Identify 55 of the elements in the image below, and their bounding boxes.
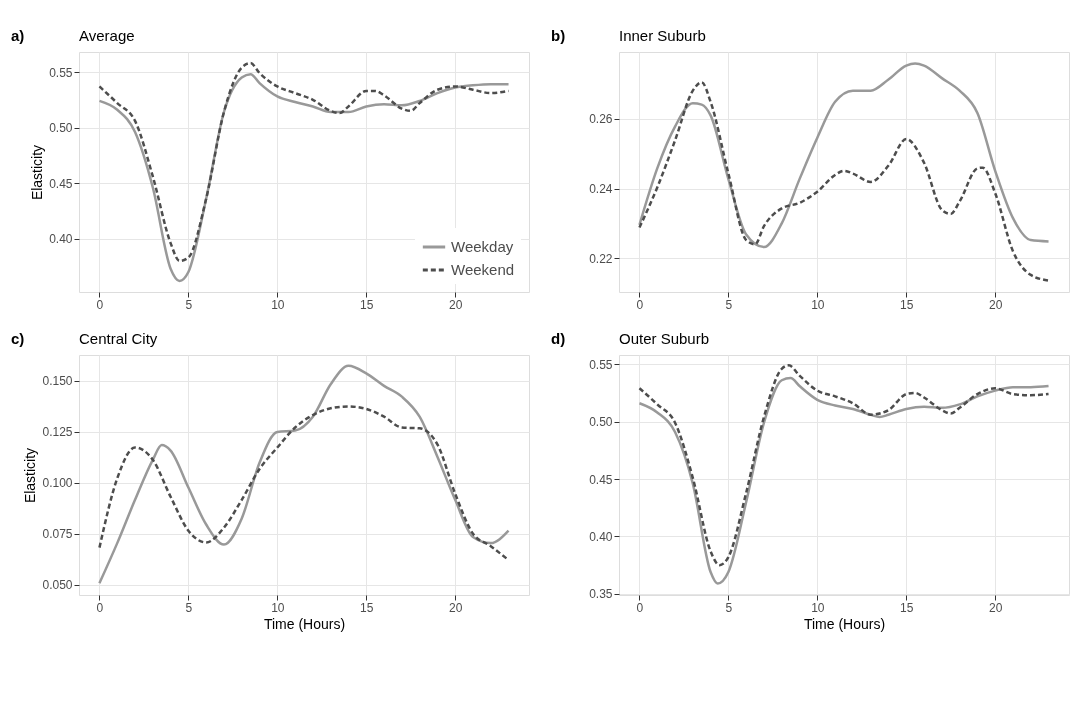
x-tick-label: 5 [725, 297, 733, 312]
x-tick-label: 15 [900, 600, 914, 615]
y-tick-label: 0.050 [42, 578, 73, 593]
x-tick-label: 20 [449, 600, 463, 615]
y-tick-label: 0.50 [589, 415, 613, 430]
x-tick-label: 10 [271, 297, 285, 312]
legend-label: Weekend [451, 261, 515, 278]
x-tick-label: 0 [636, 297, 644, 312]
y-tick-label: 0.55 [589, 357, 613, 372]
y-tick-label: 0.26 [589, 112, 613, 127]
y-axis-title: Elasticity [29, 144, 46, 201]
text: d) [551, 330, 566, 347]
x-tick-label: 0 [96, 297, 104, 312]
y-tick-label: 0.22 [589, 251, 613, 266]
legend-label: Weekday [451, 238, 514, 255]
x-axis-title: Time (Hours) [803, 615, 886, 632]
x-tick-label: 15 [360, 297, 374, 312]
x-tick-label: 0 [96, 600, 104, 615]
line-series [638, 62, 1050, 249]
x-tick-label: 10 [811, 297, 825, 312]
y-tick-label: 0.55 [49, 65, 73, 80]
text: b) [551, 27, 566, 44]
chart-title: Average [79, 27, 135, 44]
line-series [98, 405, 510, 562]
y-tick-label: 0.35 [589, 587, 613, 602]
x-tick-label: 10 [271, 600, 285, 615]
x-tick-label: 15 [900, 297, 914, 312]
line-series [98, 364, 510, 585]
y-tick-label: 0.50 [49, 121, 73, 136]
x-tick-label: 20 [449, 297, 463, 312]
y-tick-label: 0.24 [589, 182, 613, 197]
chart-title: Central City [79, 330, 158, 347]
y-tick-label: 0.100 [42, 476, 73, 491]
x-tick-label: 20 [989, 297, 1003, 312]
line-series [638, 81, 1050, 282]
y-axis-title: Elasticity [22, 447, 39, 504]
y-tick-label: 0.40 [49, 232, 73, 247]
y-tick-label: 0.45 [589, 472, 613, 487]
x-tick-label: 20 [989, 600, 1003, 615]
x-tick-label: 5 [185, 600, 193, 615]
x-tick-label: 15 [360, 600, 374, 615]
y-tick-label: 0.40 [589, 529, 613, 544]
x-axis-title: Time (Hours) [263, 615, 346, 632]
y-tick-label: 0.075 [42, 527, 73, 542]
chart-title: Inner Suburb [619, 27, 706, 44]
chart-title: Outer Suburb [619, 330, 710, 347]
y-tick-label: 0.125 [42, 425, 73, 440]
x-tick-label: 5 [725, 600, 733, 615]
y-tick-label: 0.150 [42, 374, 73, 389]
x-tick-label: 5 [185, 297, 193, 312]
y-tick-label: 0.45 [49, 176, 73, 191]
x-tick-label: 0 [636, 600, 644, 615]
text: a) [11, 27, 25, 44]
text: c) [11, 330, 25, 347]
x-tick-label: 10 [811, 600, 825, 615]
